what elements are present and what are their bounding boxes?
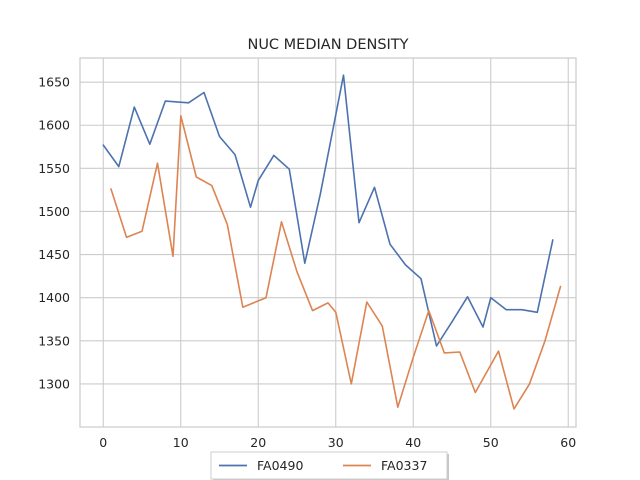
axes-frame: [79, 57, 577, 428]
series-line-fa0337: [110, 115, 562, 410]
y-tick-label: 1350: [38, 333, 70, 348]
y-tick-label: 1650: [38, 75, 70, 90]
chart-title: NUC MEDIAN DENSITY: [247, 37, 408, 53]
grid: [80, 58, 576, 427]
series-lines: [102, 74, 562, 410]
x-tick-label: 30: [328, 435, 344, 450]
legend-label: FA0337: [381, 458, 427, 473]
y-tick-label: 1600: [38, 118, 70, 133]
tick-labels: 0 10 20 30 40 50 60 1300 1350 1400 1450 1500 1550 160…: [38, 75, 576, 450]
y-tick-label: 1500: [38, 204, 70, 219]
x-tick-label: 40: [405, 435, 421, 450]
x-tick-label: 10: [173, 435, 189, 450]
x-tick-label: 50: [483, 435, 499, 450]
x-tick-label: 0: [99, 435, 107, 450]
legend: FA0490 FA0337: [210, 451, 449, 480]
y-tick-label: 1400: [38, 290, 70, 305]
y-tick-label: 1450: [38, 247, 70, 262]
y-tick-label: 1300: [38, 376, 70, 391]
legend-label: FA0490: [257, 458, 303, 473]
x-tick-label: 60: [560, 435, 576, 450]
x-tick-label: 20: [250, 435, 266, 450]
series-line-fa0490: [102, 74, 554, 347]
y-tick-label: 1550: [38, 161, 70, 176]
legend-box: [210, 451, 448, 480]
